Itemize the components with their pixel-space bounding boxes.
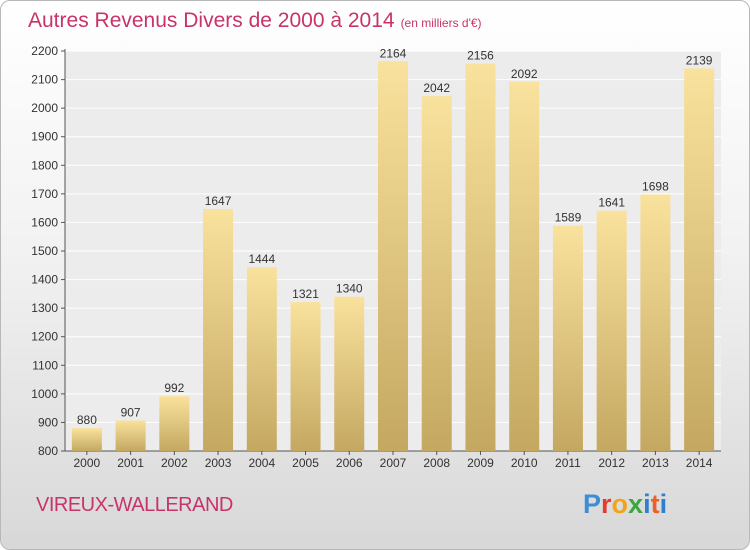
- y-tick-label: 900: [38, 415, 58, 429]
- proxiti-logo: Proxiti: [583, 489, 668, 519]
- y-tick-label: 800: [38, 444, 58, 458]
- bar-2013: [640, 194, 671, 451]
- x-tick-label: 2006: [336, 456, 363, 470]
- value-label: 1698: [642, 179, 669, 193]
- x-tick-label: 2010: [511, 456, 538, 470]
- value-label: 2042: [423, 81, 450, 95]
- bar-2001: [115, 420, 146, 451]
- bar-2008: [421, 96, 452, 452]
- x-tick-label: 2009: [467, 456, 494, 470]
- location-label: VIREUX-WALLERAND: [36, 494, 233, 516]
- value-label: 1444: [248, 252, 275, 266]
- x-tick-label: 2013: [642, 456, 669, 470]
- value-label: 1321: [292, 287, 319, 301]
- x-tick-label: 2014: [686, 456, 713, 470]
- x-tick-label: 2000: [74, 456, 101, 470]
- y-tick-label: 1000: [31, 387, 58, 401]
- y-tick-label: 1500: [31, 244, 58, 258]
- x-tick-label: 2003: [205, 456, 232, 470]
- bar-2012: [596, 210, 627, 451]
- value-label: 907: [121, 405, 141, 419]
- x-tick-label: 2002: [161, 456, 188, 470]
- value-label: 2139: [686, 53, 713, 67]
- chart-title-text: Autres Revenus Divers de 2000 à 2014: [28, 9, 395, 32]
- x-tick-label: 2001: [117, 456, 144, 470]
- value-label: 1647: [205, 194, 232, 208]
- x-tick-label: 2008: [423, 456, 450, 470]
- bar-2003: [203, 209, 234, 451]
- y-tick-label: 2200: [31, 44, 58, 58]
- bar-2005: [290, 302, 321, 451]
- bar-2004: [246, 267, 277, 451]
- bar-2011: [552, 225, 583, 451]
- bar-2010: [509, 81, 540, 451]
- y-tick-label: 1900: [31, 130, 58, 144]
- value-label: 880: [77, 413, 97, 427]
- y-tick-label: 1700: [31, 187, 58, 201]
- y-tick-label: 1400: [31, 273, 58, 287]
- x-tick-label: 2005: [292, 456, 319, 470]
- x-tick-label: 2011: [555, 456, 581, 470]
- bar-2000: [71, 428, 102, 451]
- x-tick-label: 2012: [598, 456, 625, 470]
- value-label: 1589: [555, 211, 582, 225]
- value-label: 1340: [336, 282, 363, 296]
- y-tick-label: 1100: [32, 358, 58, 372]
- value-label: 2092: [511, 67, 538, 81]
- chart-unit-note: (en milliers d'€): [400, 16, 482, 30]
- value-label: 1641: [598, 196, 625, 210]
- bar-2014: [684, 68, 715, 451]
- value-label: 2164: [380, 46, 407, 60]
- y-tick-label: 1600: [31, 215, 58, 229]
- chart-title: Autres Revenus Divers de 2000 à 2014 (en …: [28, 9, 482, 33]
- value-label: 992: [164, 381, 184, 395]
- value-label: 2156: [467, 49, 494, 63]
- bar-2009: [465, 63, 496, 451]
- y-tick-label: 2000: [31, 101, 58, 115]
- bar-2002: [159, 396, 190, 451]
- bar-2006: [334, 296, 365, 451]
- y-tick-label: 1300: [31, 301, 58, 315]
- bar-2007: [378, 61, 408, 452]
- x-tick-label: 2004: [248, 456, 275, 470]
- y-tick-label: 2100: [31, 73, 58, 87]
- x-tick-label: 2007: [380, 456, 407, 470]
- y-tick-label: 1800: [31, 158, 58, 172]
- y-tick-label: 1200: [31, 330, 58, 344]
